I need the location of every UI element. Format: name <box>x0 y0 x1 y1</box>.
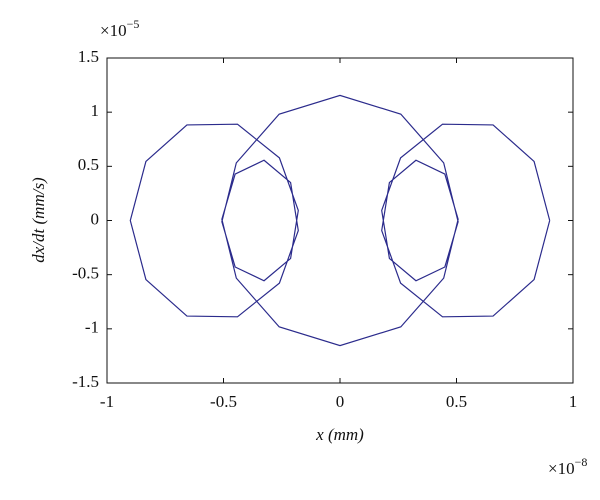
y-tick-label: -1 <box>85 318 99 337</box>
x-tick-label: 0.5 <box>446 392 467 411</box>
x-tick-label: 0 <box>336 392 345 411</box>
x-multiplier-power: −8 <box>575 455 588 469</box>
y-multiplier-power: −5 <box>127 17 140 31</box>
y-tick-label: 0.5 <box>78 155 99 174</box>
phase-curve <box>129 94 551 347</box>
y-tick-label: -1.5 <box>72 372 99 391</box>
plot-frame <box>106 57 574 384</box>
x-axis-label: x (mm) <box>315 425 364 444</box>
y-multiplier: ×10−5 <box>100 17 139 40</box>
y-tick-label: 1 <box>91 101 100 120</box>
y-tick-label: 1.5 <box>78 47 99 66</box>
x-multiplier-base: ×10 <box>548 459 575 478</box>
y-tick-label: 0 <box>91 209 100 228</box>
y-multiplier-base: ×10 <box>100 21 127 40</box>
x-tick-label: -0.5 <box>210 392 237 411</box>
y-tick-label: -0.5 <box>72 264 99 283</box>
x-tick-label: 1 <box>569 392 578 411</box>
x-multiplier: ×10−8 <box>548 455 587 478</box>
x-tick-label: -1 <box>100 392 114 411</box>
y-axis-label: dx/dt (mm/s) <box>29 177 48 263</box>
